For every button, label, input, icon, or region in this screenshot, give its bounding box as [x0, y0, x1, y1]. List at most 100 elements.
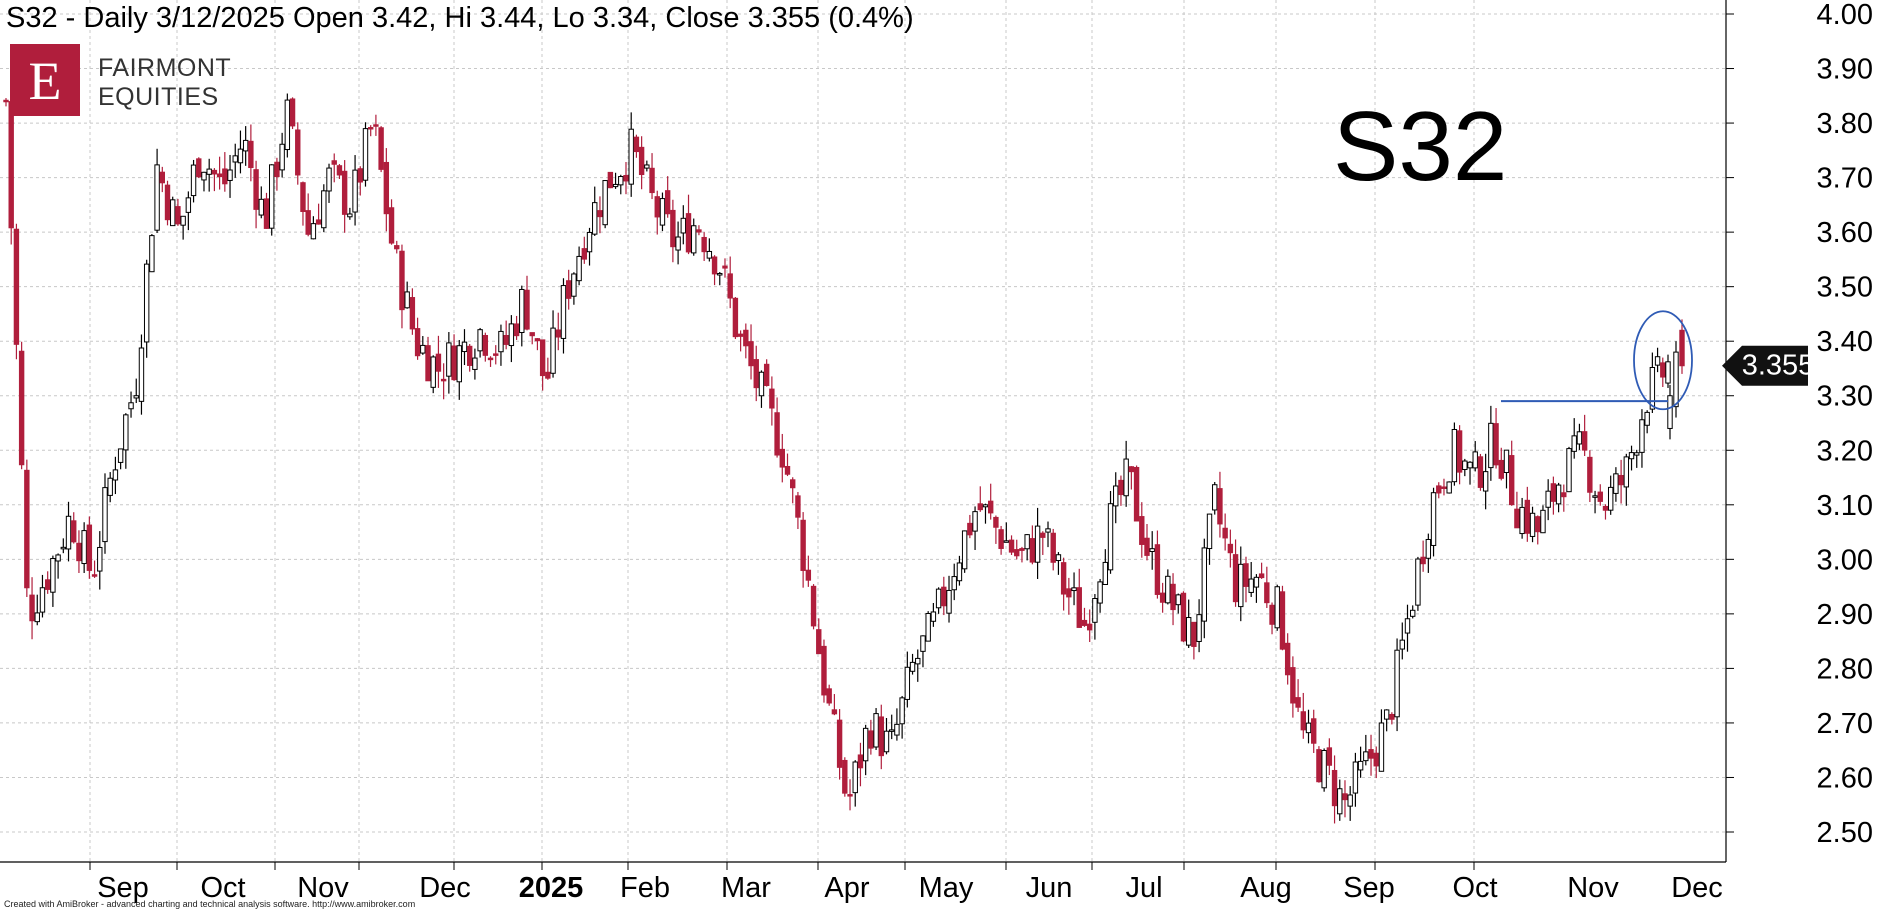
- candle-up: [326, 167, 332, 192]
- candle-up: [972, 511, 978, 532]
- candle-up: [362, 128, 369, 181]
- candle-down: [711, 256, 718, 275]
- y-tick-label: 3.30: [1817, 381, 1873, 413]
- candle-up: [1462, 460, 1468, 471]
- ticker-label: S32: [1333, 91, 1508, 201]
- candle-up: [1430, 492, 1437, 546]
- candle-down: [565, 280, 572, 299]
- candle-up: [862, 727, 869, 762]
- candle-up: [930, 611, 937, 622]
- x-tick-label: Feb: [620, 872, 670, 904]
- candle-up: [915, 657, 921, 665]
- candle-up: [1113, 485, 1119, 507]
- brand-line-2: EQUITIES: [98, 83, 219, 111]
- candle-down: [1311, 718, 1317, 744]
- candle-down: [336, 165, 343, 176]
- candle-up: [201, 171, 207, 181]
- candle-up: [706, 250, 713, 259]
- candle-down: [670, 209, 676, 248]
- candle-up: [420, 344, 426, 354]
- candle-up: [659, 198, 666, 226]
- x-tick-label: Nov: [1567, 872, 1619, 904]
- candle-up: [60, 546, 67, 550]
- annotation-layer: [1501, 310, 1693, 411]
- candle-down: [164, 184, 171, 221]
- candle-up: [50, 558, 56, 593]
- candle-up: [55, 554, 61, 562]
- candle-down: [378, 127, 384, 170]
- candle-up: [404, 291, 410, 309]
- candle-up: [284, 99, 291, 151]
- candle-down: [795, 495, 801, 518]
- candle-up: [310, 223, 317, 240]
- candle-up: [227, 169, 233, 181]
- candle-down: [44, 579, 51, 590]
- candle-up: [894, 723, 900, 736]
- candle-up: [1206, 513, 1213, 550]
- candle-down: [76, 542, 82, 562]
- candle-down: [388, 207, 395, 244]
- candle-up: [133, 395, 139, 399]
- candle-down: [779, 448, 785, 468]
- candle-down: [1602, 505, 1609, 511]
- candle-up: [1024, 534, 1030, 550]
- candle-up: [1673, 351, 1679, 408]
- candle-down: [1154, 544, 1161, 595]
- candle-up: [612, 183, 619, 188]
- candle-up: [143, 263, 150, 343]
- candle-down: [753, 359, 759, 389]
- candle-up: [1467, 461, 1473, 469]
- candle-down: [868, 730, 874, 749]
- candle-up: [1337, 788, 1343, 815]
- candle-up: [560, 285, 567, 339]
- candle-up: [1003, 540, 1010, 543]
- candle-down: [394, 245, 400, 250]
- candle-down: [503, 334, 509, 345]
- candle-down: [29, 594, 35, 622]
- candle-down: [24, 469, 30, 589]
- last-price-label: 3.355: [1742, 349, 1815, 381]
- candle-up: [1305, 722, 1312, 734]
- candle-up: [498, 330, 504, 353]
- candle-down: [71, 520, 77, 543]
- candle-down: [8, 101, 14, 229]
- candle-down: [487, 357, 494, 361]
- x-tick-label: Nov: [297, 872, 349, 904]
- candle-down: [295, 129, 301, 176]
- candle-up: [1644, 411, 1650, 426]
- candle-up: [935, 588, 942, 609]
- candle-down: [1222, 527, 1228, 539]
- x-tick-label: 2025: [519, 872, 584, 904]
- candle-up: [1639, 419, 1645, 453]
- candle-down: [409, 297, 416, 330]
- candle-down: [1118, 479, 1124, 496]
- candle-up: [1503, 449, 1510, 474]
- candle-up: [519, 288, 525, 334]
- candle-up: [1274, 586, 1280, 629]
- candle-down: [414, 328, 421, 357]
- candle-down: [649, 167, 655, 194]
- candle-down: [18, 350, 25, 466]
- candle-down: [1368, 749, 1374, 759]
- candle-up: [889, 729, 895, 732]
- candle-down: [513, 323, 520, 337]
- candle-down: [1066, 588, 1072, 598]
- candle-up: [1107, 503, 1114, 571]
- candle-up: [269, 164, 275, 229]
- candle-down: [1180, 592, 1187, 642]
- y-tick-label: 3.90: [1817, 54, 1873, 86]
- candle-up: [185, 197, 192, 213]
- candle-up: [1472, 451, 1478, 469]
- candle-up: [1175, 594, 1181, 606]
- brand-line-1: FAIRMONT: [98, 54, 232, 82]
- candle-down: [1227, 543, 1234, 554]
- candle-down: [810, 585, 817, 627]
- candle-up: [644, 164, 650, 169]
- candle-up: [1071, 587, 1077, 592]
- candle-down: [993, 516, 999, 528]
- candle-up: [1540, 509, 1546, 534]
- candle-up: [352, 169, 358, 213]
- candle-down: [175, 206, 181, 225]
- candle-up: [65, 515, 72, 550]
